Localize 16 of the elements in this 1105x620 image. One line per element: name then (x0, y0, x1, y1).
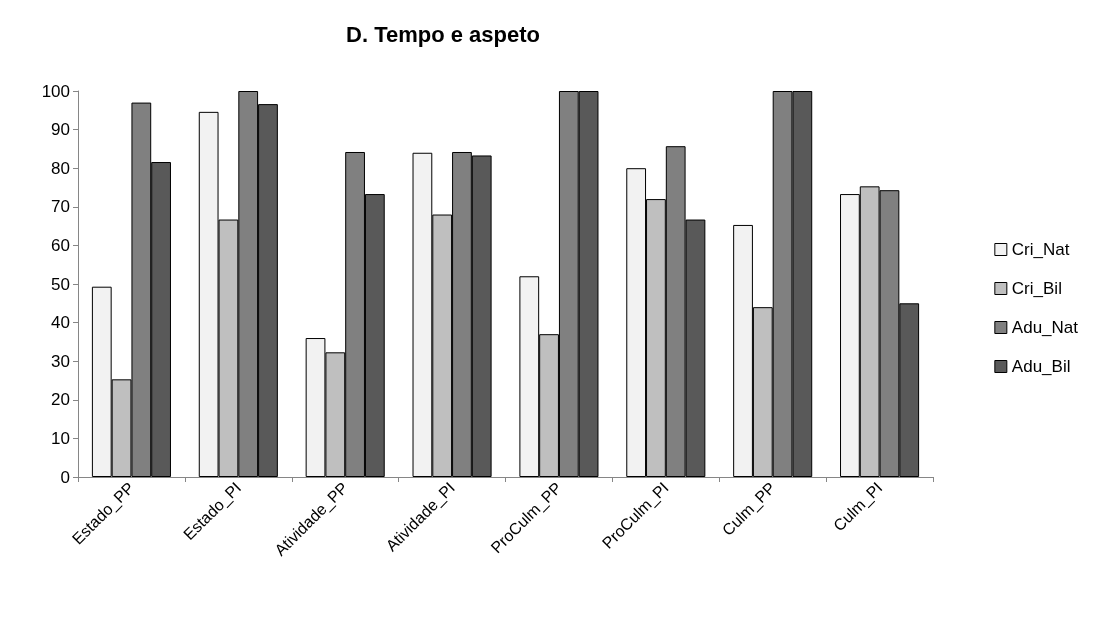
y-tick-label: 80 (51, 158, 70, 178)
chart-title: D. Tempo e aspeto (346, 21, 540, 47)
legend-label: Adu_Bil (1011, 357, 1071, 376)
y-tick-label: 40 (51, 313, 70, 333)
y-tick-label: 90 (51, 120, 70, 140)
y-tick-label: 20 (51, 390, 70, 410)
legend-label: Cri_Nat (1011, 240, 1070, 259)
y-tick-label: 0 (60, 467, 70, 487)
legend-label: Cri_Bil (1011, 279, 1062, 298)
y-tick-label: 50 (51, 274, 70, 294)
y-tick-label: 100 (41, 81, 70, 101)
y-tick-label: 10 (51, 428, 70, 448)
y-tick-label: 30 (51, 351, 70, 371)
y-tick-label: 60 (51, 235, 70, 255)
legend-label: Adu_Nat (1011, 318, 1079, 337)
y-tick-label: 70 (51, 197, 70, 217)
